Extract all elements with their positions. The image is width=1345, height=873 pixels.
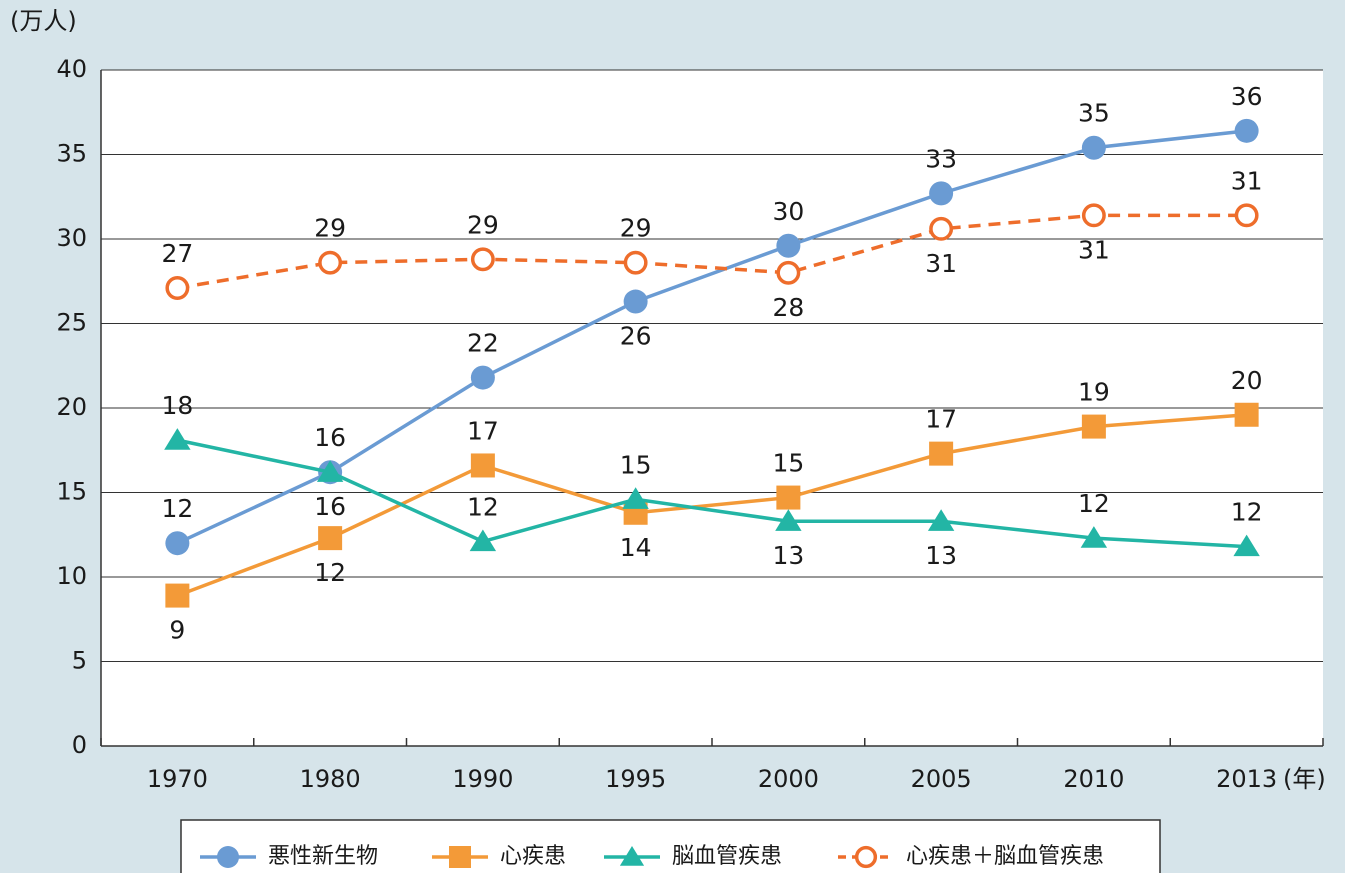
x-unit: (年) <box>1283 765 1326 793</box>
value-label: 16 <box>314 492 346 521</box>
value-label: 28 <box>772 293 804 322</box>
point <box>929 181 954 206</box>
x-tick-label: 1970 <box>147 765 208 793</box>
value-label: 13 <box>925 541 957 570</box>
value-label: 13 <box>772 541 804 570</box>
value-label: 36 <box>1231 82 1263 111</box>
point <box>165 583 190 608</box>
value-label: 14 <box>620 533 652 562</box>
point <box>623 250 648 275</box>
value-label: 22 <box>467 329 499 358</box>
point <box>1234 203 1259 228</box>
value-label: 33 <box>925 144 957 173</box>
y-tick-label: 15 <box>56 478 87 506</box>
point <box>1234 118 1259 143</box>
y-tick-label: 0 <box>72 731 87 759</box>
legend-label: 心疾患＋脳血管疾患 <box>906 844 1104 869</box>
y-tick-label: 5 <box>72 647 87 675</box>
y-tick-label: 30 <box>56 224 87 252</box>
value-label: 26 <box>620 322 652 351</box>
x-tick-label: 2005 <box>911 765 972 793</box>
point <box>470 365 495 390</box>
point <box>622 487 649 509</box>
series-line <box>176 129 1247 545</box>
point <box>469 529 497 552</box>
series-line <box>176 413 1247 598</box>
value-label: 29 <box>467 210 499 239</box>
value-label: 12 <box>467 493 499 522</box>
legend-label: 脳血管疾患 <box>672 844 782 869</box>
value-label: 27 <box>161 239 193 268</box>
value-label: 16 <box>314 423 346 452</box>
value-label: 12 <box>1078 489 1110 518</box>
value-label: 18 <box>161 391 193 420</box>
point <box>470 453 495 478</box>
y-tick-label: 35 <box>56 140 87 168</box>
point <box>165 531 190 556</box>
point <box>776 485 801 510</box>
point <box>927 509 955 531</box>
legend-marker <box>854 845 878 869</box>
point <box>318 526 343 551</box>
point <box>318 250 343 275</box>
x-tick-label: 2013 <box>1216 765 1277 793</box>
value-label: 30 <box>772 197 804 226</box>
point <box>1081 414 1106 439</box>
legend <box>180 819 1161 873</box>
value-label: 19 <box>1078 378 1110 407</box>
y-tick-label: 40 <box>56 55 87 83</box>
legend-marker <box>449 846 471 868</box>
point <box>1080 526 1108 548</box>
value-label: 17 <box>467 416 499 445</box>
value-label: 17 <box>925 405 957 434</box>
point <box>1081 203 1106 228</box>
point <box>623 289 648 314</box>
point <box>929 216 954 241</box>
value-label: 20 <box>1231 366 1263 395</box>
value-label: 31 <box>925 249 957 278</box>
value-label: 31 <box>1078 235 1110 264</box>
point <box>316 460 344 482</box>
value-label: 12 <box>1231 498 1263 527</box>
value-label: 15 <box>772 449 804 478</box>
legend-label: 悪性新生物 <box>268 844 378 869</box>
series-line <box>177 438 1247 549</box>
value-label: 29 <box>620 214 652 243</box>
x-tick-label: 1990 <box>452 765 513 793</box>
value-label: 9 <box>169 616 185 645</box>
point <box>470 247 495 272</box>
point <box>775 509 802 531</box>
x-tick-label: 2010 <box>1063 765 1124 793</box>
x-tick-label: 1995 <box>605 765 666 793</box>
point <box>1081 135 1106 160</box>
value-label: 12 <box>314 558 346 587</box>
y-tick-label: 20 <box>56 393 87 421</box>
y-tick-label: 25 <box>56 309 87 337</box>
series-line <box>177 213 1247 290</box>
legend-label: 心疾患 <box>500 844 566 869</box>
y-tick-label: 10 <box>56 562 87 590</box>
value-label: 15 <box>620 450 652 479</box>
legend-marker <box>217 846 239 868</box>
y-unit: (万人) <box>10 7 77 35</box>
point <box>776 233 801 258</box>
x-tick-label: 1980 <box>300 765 361 793</box>
point <box>1234 402 1259 427</box>
value-label: 35 <box>1078 99 1110 128</box>
point <box>929 441 954 466</box>
point <box>165 276 190 300</box>
x-tick-label: 2000 <box>758 765 819 793</box>
value-label: 12 <box>161 494 193 523</box>
point <box>164 428 191 450</box>
point <box>1233 534 1260 557</box>
point <box>776 260 801 285</box>
value-label: 31 <box>1231 166 1263 195</box>
value-label: 29 <box>314 214 346 243</box>
legend-marker <box>619 846 645 866</box>
